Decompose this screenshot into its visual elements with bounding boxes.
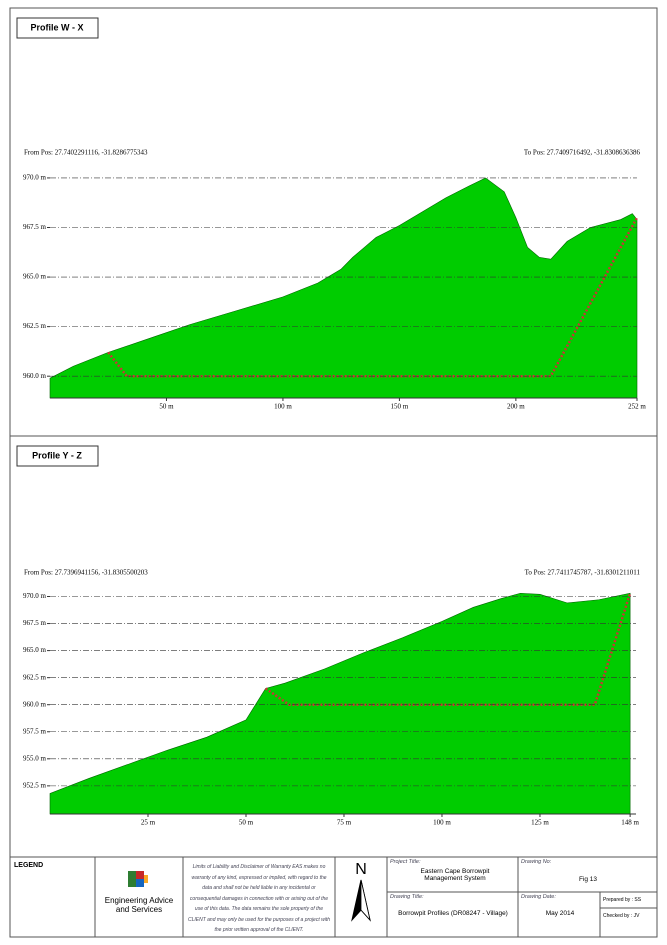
prepared-by: Prepared by : SS — [603, 897, 642, 903]
field-label: Project Title: — [390, 859, 421, 865]
y-tick-label: 955.0 m — [23, 754, 47, 762]
checked-by: Checked by : JV — [603, 913, 640, 919]
profile-title: Profile Y - Z — [32, 450, 82, 460]
field-label: Drawing Date: — [521, 894, 556, 900]
profile-title: Profile W - X — [30, 22, 83, 32]
profile-title-box — [16, 17, 99, 39]
x-tick-label: 25 m — [141, 819, 156, 827]
x-tick-label: 150 m — [391, 403, 409, 411]
y-tick-label: 967.5 m — [23, 619, 47, 627]
company-logo — [128, 871, 148, 887]
y-tick-label: 960.0 m — [23, 700, 47, 708]
y-tick-label: 957.5 m — [23, 727, 47, 735]
field-label: Drawing No: — [521, 859, 552, 865]
to-position: To Pos: 27.7409716492, -31.8308636386 — [524, 149, 641, 157]
north-label: N — [355, 861, 367, 878]
profile-title-box — [16, 445, 99, 467]
terrain-area — [49, 177, 638, 399]
from-position: From Pos: 27.7402291116, -31.8286775343 — [24, 149, 148, 157]
x-tick-label: 50 m — [239, 819, 254, 827]
y-tick-label: 960.0 m — [23, 372, 47, 380]
design-line — [107, 216, 639, 378]
legend-label: LEGEND — [14, 862, 44, 869]
north-arrow-half — [360, 879, 371, 922]
y-tick-label: 962.5 m — [23, 322, 47, 330]
x-tick-label: 200 m — [507, 403, 525, 411]
company-name: Engineering Advice and Services — [104, 896, 174, 914]
outer-border — [9, 7, 658, 938]
y-tick-label: 952.5 m — [23, 781, 47, 789]
x-tick-label: 100 m — [433, 819, 451, 827]
title-block-frame — [94, 857, 657, 937]
x-tick-label: 148 m — [621, 819, 639, 827]
y-tick-label: 970.0 m — [23, 174, 47, 182]
field-label: Drawing Title: — [390, 894, 424, 900]
from-position: From Pos: 27.7396941156, -31.8305500203 — [24, 569, 148, 577]
design-line — [264, 592, 632, 706]
y-tick-label: 967.5 m — [23, 223, 47, 231]
drawing-title: Borrowpit Profiles (DR08247 - Village) — [398, 910, 508, 917]
project-title: Eastern Cape Borrowpit Management System — [420, 868, 490, 882]
terrain-area — [49, 592, 631, 815]
y-tick-label: 965.0 m — [23, 646, 47, 654]
x-tick-label: 50 m — [159, 403, 174, 411]
x-tick-label: 75 m — [337, 819, 352, 827]
x-tick-label: 125 m — [531, 819, 549, 827]
x-tick-label: 100 m — [274, 403, 292, 411]
drawing-date: May 2014 — [545, 910, 575, 917]
x-tick-label: 252 m — [628, 403, 646, 411]
y-tick-label: 965.0 m — [23, 273, 47, 281]
y-tick-label: 970.0 m — [23, 592, 47, 600]
disclaimer: Limits of Liability and Disclaimer of Wa… — [187, 864, 331, 933]
y-tick-label: 962.5 m — [23, 673, 47, 681]
drawing-number: Fig 13 — [578, 876, 598, 883]
to-position: To Pos: 27.7411745787, -31.8301211011 — [525, 569, 641, 577]
